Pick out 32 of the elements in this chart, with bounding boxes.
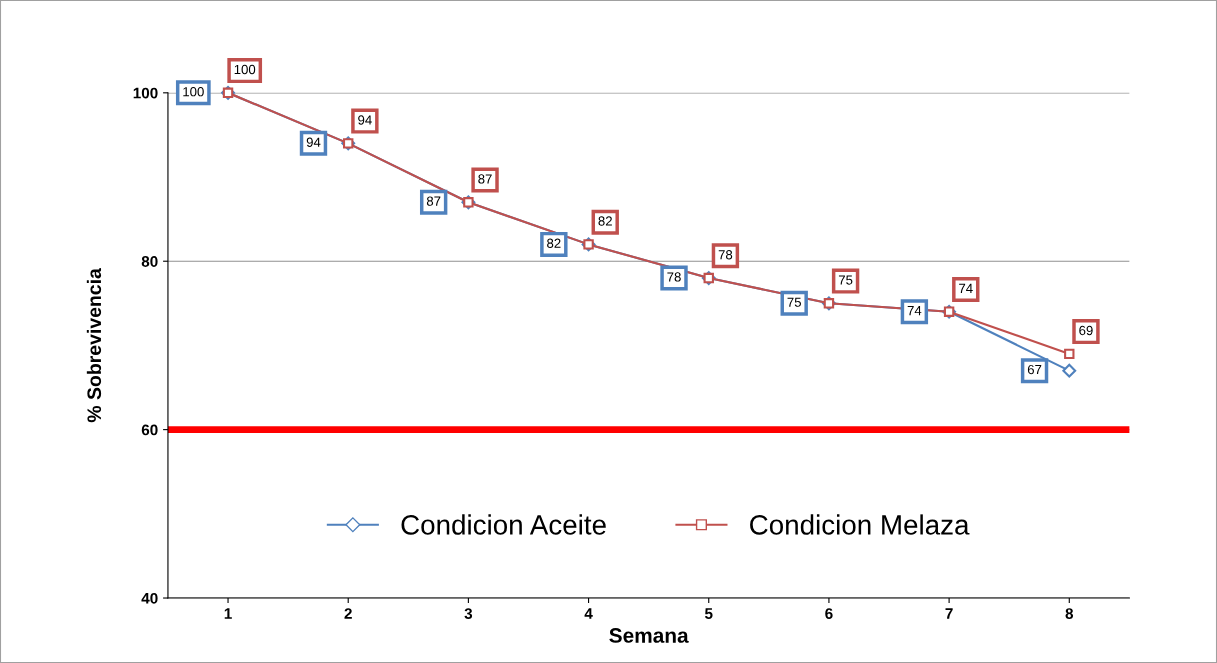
data-label: 78 [667, 272, 681, 282]
y-tick-label: 60 [141, 424, 158, 436]
x-tick-label: 4 [584, 608, 593, 619]
data-label: 100 [183, 87, 204, 97]
data-label: 78 [718, 250, 733, 260]
data-label: 74 [959, 283, 973, 293]
data-label: 87 [478, 174, 492, 184]
x-tick-label: 5 [704, 608, 713, 619]
x-tick-label: 2 [344, 608, 352, 619]
data-label: 94 [358, 115, 372, 125]
data-label: 82 [598, 216, 612, 226]
y-tick-label: 100 [133, 87, 158, 99]
data-label: 87 [426, 196, 441, 206]
x-tick-label: 3 [464, 608, 473, 619]
data-label: 75 [787, 297, 801, 307]
x-tick-label: 7 [945, 608, 953, 619]
data-label: 69 [1079, 325, 1093, 336]
x-tick-label: 6 [825, 608, 833, 619]
data-label: 100 [234, 64, 256, 75]
x-axis-title: Semana [609, 628, 689, 643]
data-label: 74 [907, 306, 922, 316]
data-label: 67 [1027, 364, 1042, 375]
y-tick-label: 40 [141, 592, 158, 604]
y-tick-label: 80 [141, 256, 158, 267]
y-axis-title: % Sobrevivencia [86, 268, 102, 423]
legend-label: Condicion Aceite [401, 514, 606, 535]
data-label: 75 [838, 275, 853, 285]
x-tick-label: 8 [1065, 608, 1074, 619]
data-label: 94 [306, 137, 321, 147]
data-label: 82 [547, 238, 561, 248]
x-tick-label: 1 [224, 608, 232, 619]
legend-label: Condicion Melaza [750, 514, 970, 535]
